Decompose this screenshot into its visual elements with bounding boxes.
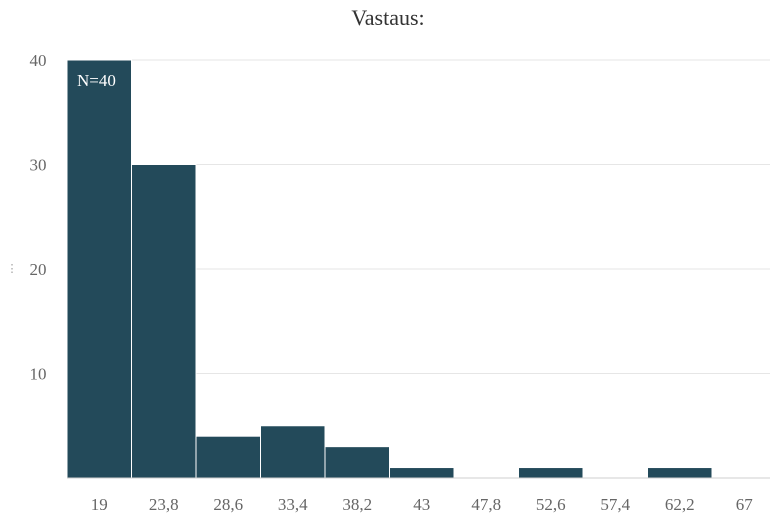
x-tick-43: 43 <box>413 495 430 514</box>
y-axis-mark: ⋮ <box>7 263 18 275</box>
x-tick-28,6: 28,6 <box>213 495 243 514</box>
chart-title: Vastaus: <box>351 5 424 30</box>
x-tick-33,4: 33,4 <box>278 495 308 514</box>
n-annotation: N=40 <box>77 71 116 90</box>
x-tick-labels: 19 23,8 28,6 33,4 38,2 43 47,8 52,6 57,4 62,2 67 <box>91 495 754 514</box>
y-tick-40: 40 <box>30 51 47 70</box>
y-tick-20: 20 <box>30 260 47 279</box>
bar-52,6 <box>518 467 584 479</box>
x-tick-52,6: 52,6 <box>536 495 566 514</box>
bar-28,6 <box>195 435 261 479</box>
bar-33,4 <box>260 425 326 479</box>
bar-43 <box>389 467 455 479</box>
y-tick-labels: 10 20 30 40 <box>30 51 47 384</box>
y-tick-10: 10 <box>30 365 47 384</box>
x-tick-67: 67 <box>736 495 754 514</box>
bar-62,2 <box>647 467 713 479</box>
x-tick-47,8: 47,8 <box>471 495 501 514</box>
bar-38,2 <box>324 446 390 479</box>
bar-19 <box>66 59 132 479</box>
x-tick-57,4: 57,4 <box>600 495 630 514</box>
x-tick-19: 19 <box>91 495 108 514</box>
x-tick-23,8: 23,8 <box>149 495 179 514</box>
x-tick-38,2: 38,2 <box>342 495 372 514</box>
y-tick-30: 30 <box>30 156 47 175</box>
bar-23,8 <box>131 164 197 479</box>
x-tick-62,2: 62,2 <box>665 495 695 514</box>
